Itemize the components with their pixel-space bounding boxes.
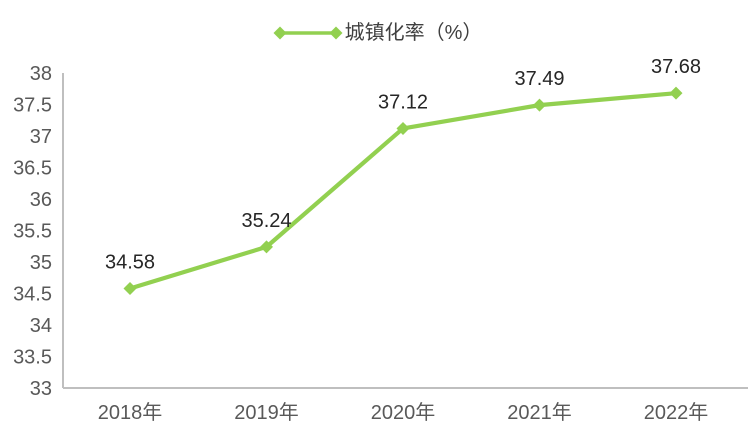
data-label-37.12: 37.12 xyxy=(378,91,428,113)
x-axis-label-2018年: 2018年 xyxy=(98,401,163,424)
data-point-marker-2022年 xyxy=(669,86,683,100)
data-label-37.68: 37.68 xyxy=(651,56,701,78)
y-tick-label-37: 37 xyxy=(30,126,52,148)
y-tick-label-38: 38 xyxy=(30,63,52,85)
y-tick-label-36.5: 36.5 xyxy=(13,158,52,180)
data-label-35.24: 35.24 xyxy=(241,210,291,232)
data-point-marker-2020年 xyxy=(396,121,410,135)
x-axis-label-2022年: 2022年 xyxy=(644,401,709,424)
y-tick-label-33: 33 xyxy=(30,378,52,400)
x-axis-label-2021年: 2021年 xyxy=(507,401,572,424)
x-axis-label-2020年: 2020年 xyxy=(371,401,436,424)
y-tick-label-34: 34 xyxy=(30,315,52,337)
data-label-37.49: 37.49 xyxy=(514,68,564,90)
data-point-marker-2019年 xyxy=(260,240,273,254)
x-axis-label-2019年: 2019年 xyxy=(234,401,299,424)
y-tick-label-36: 36 xyxy=(30,189,52,211)
y-tick-label-33.5: 33.5 xyxy=(13,347,52,369)
data-point-marker-2021年 xyxy=(533,98,546,112)
y-tick-label-37.5: 37.5 xyxy=(13,95,52,117)
data-point-marker-2018年 xyxy=(123,281,137,295)
y-tick-label-35.5: 35.5 xyxy=(13,221,52,243)
y-tick-label-34.5: 34.5 xyxy=(13,284,52,306)
y-tick-label-35: 35 xyxy=(30,252,52,274)
data-label-34.58: 34.58 xyxy=(105,251,155,273)
